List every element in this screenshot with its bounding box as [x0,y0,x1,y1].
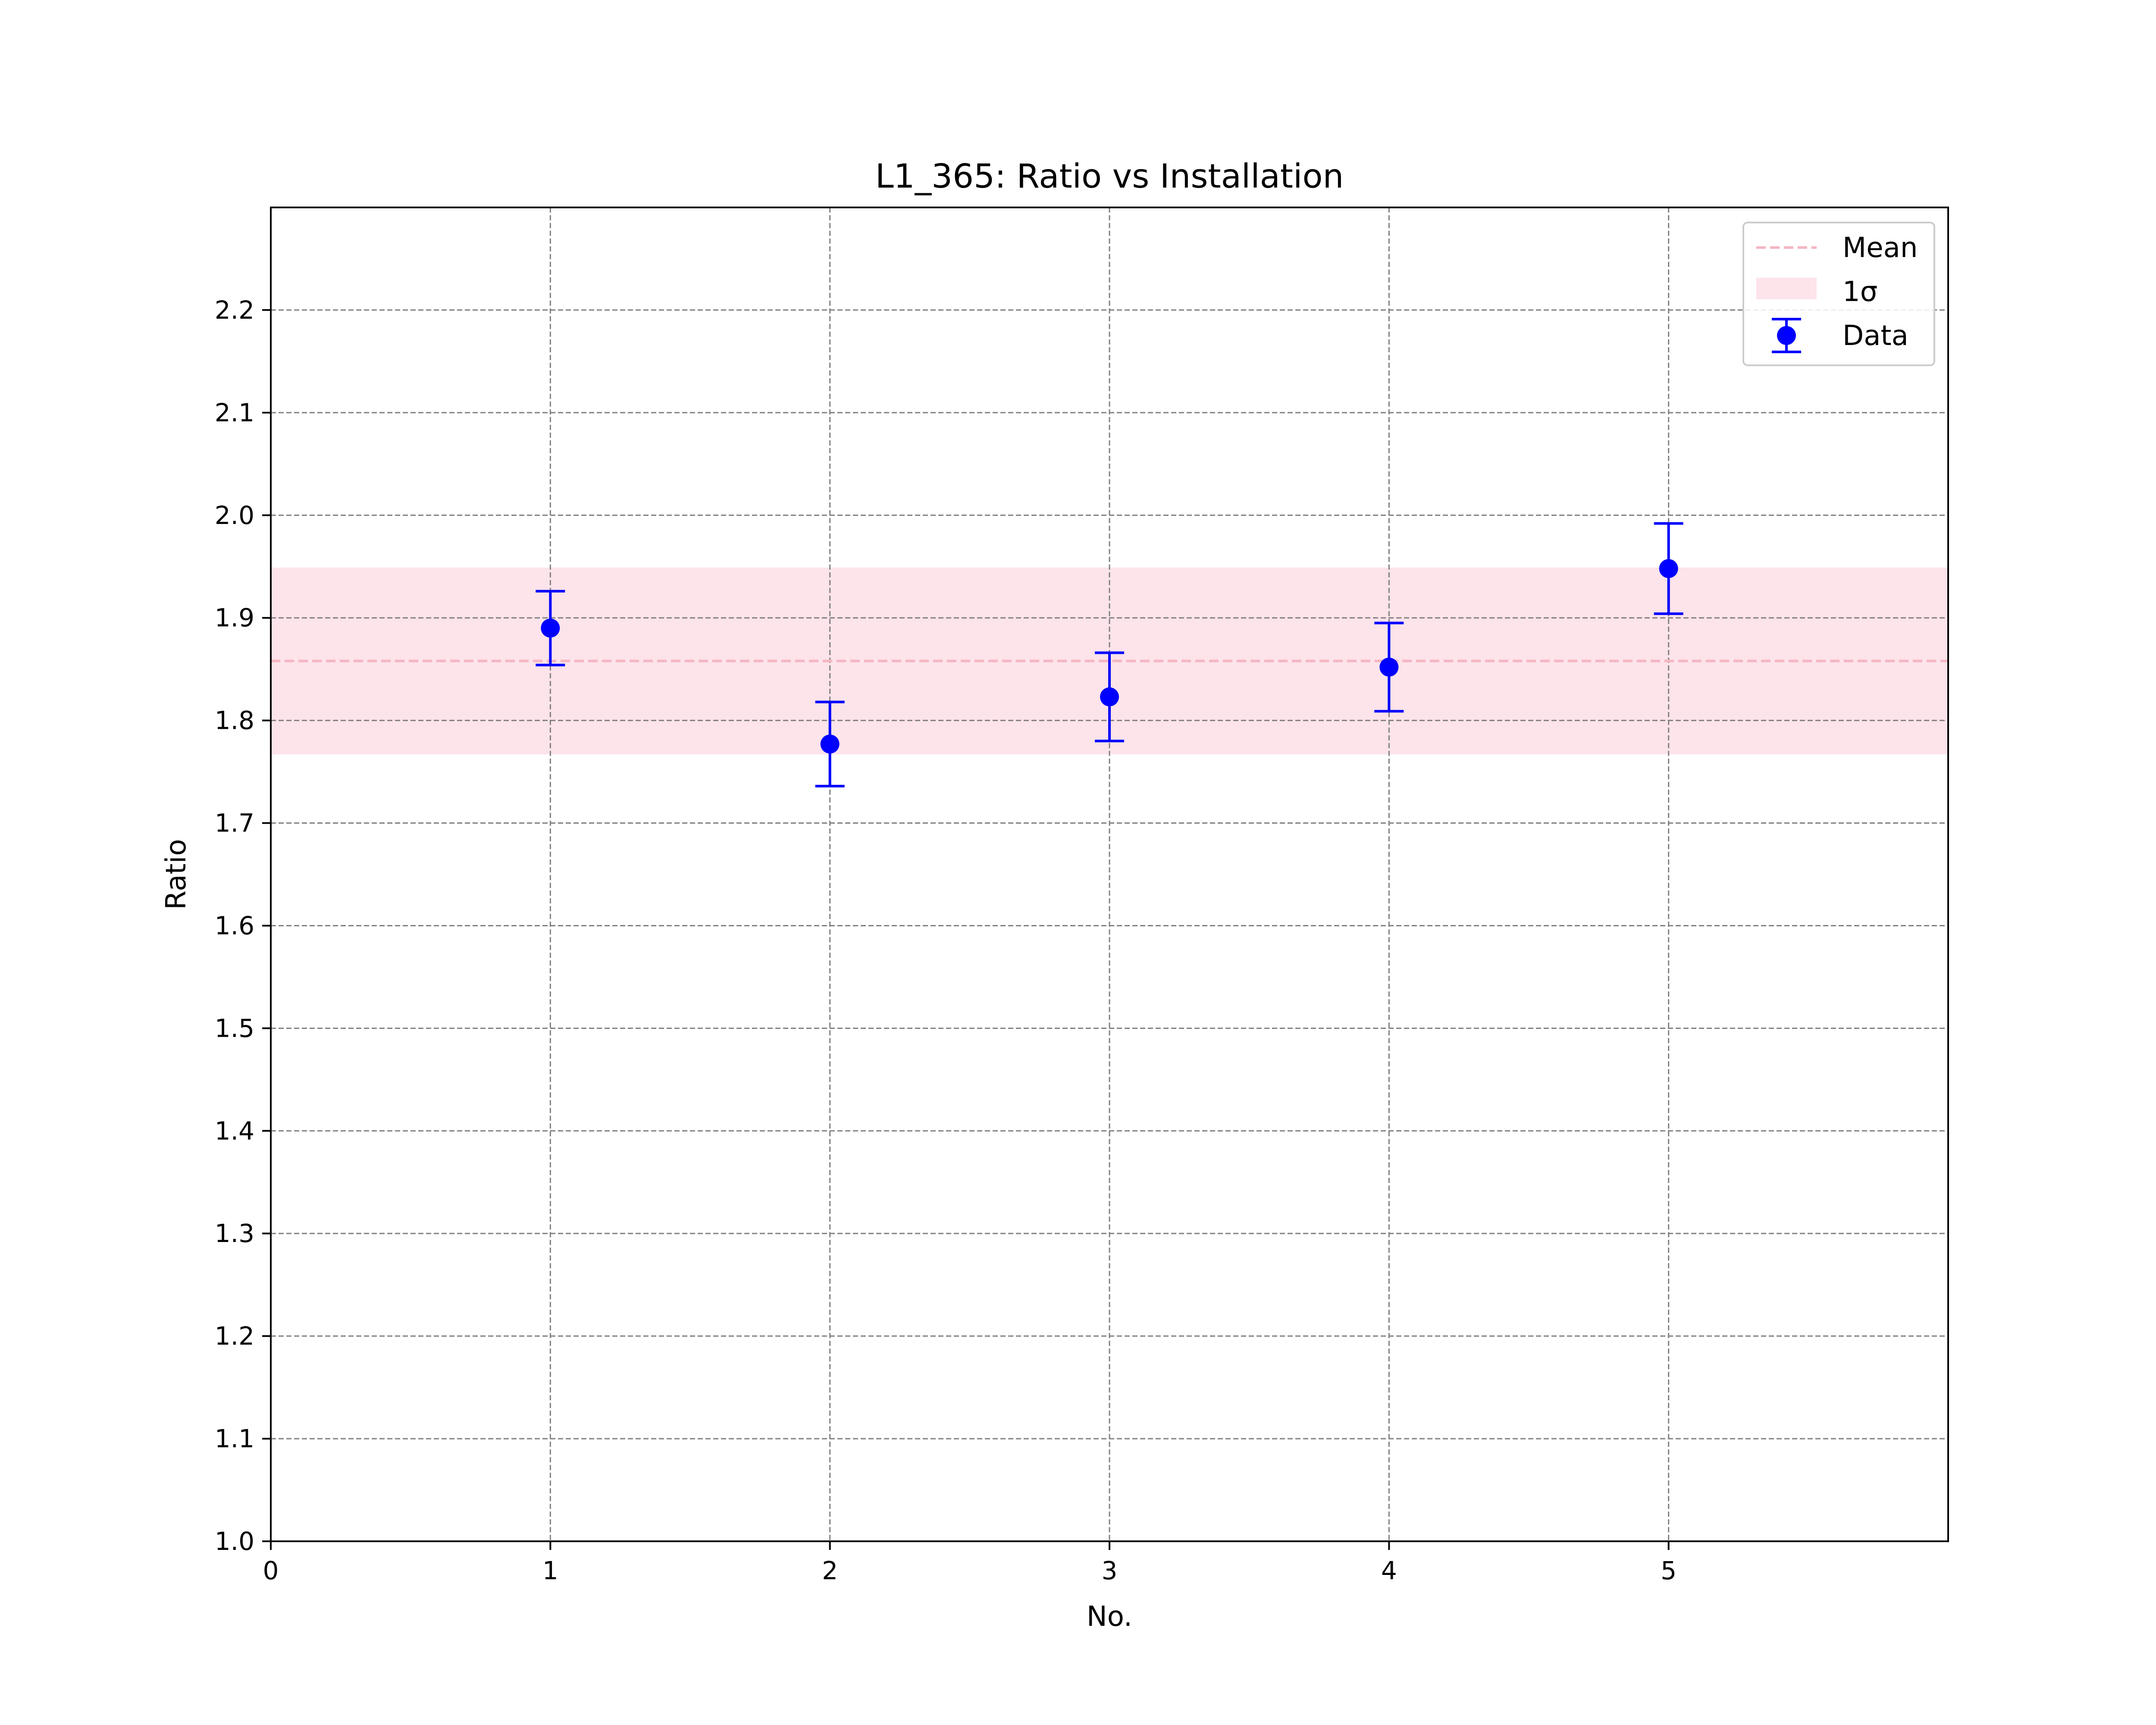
y-tick-label: 1.0 [215,1527,254,1556]
y-tick-label: 2.2 [215,295,254,325]
y-tick-label: 1.7 [215,809,254,838]
chart-title: L1_365: Ratio vs Installation [875,157,1344,196]
x-tick-label: 5 [1661,1556,1677,1585]
data-point-group [536,590,565,667]
y-tick-label: 1.6 [215,911,254,940]
data-point [820,734,840,754]
x-axis-title: No. [1087,1601,1132,1633]
y-tick-label: 2.0 [215,501,254,530]
legend-data-marker [1777,326,1796,345]
ticks-layer: 0 1 2 3 4 5 1.0 1.1 1.2 1.3 1.4 1.5 1.6 1.7 1.8 1.9 2.0 2… [215,295,1677,1585]
y-tick-label: 1.1 [215,1424,254,1453]
legend-band-handle [1756,278,1817,299]
data-point-group [1654,522,1683,615]
y-tick-label: 1.2 [215,1321,254,1351]
legend-mean-label: Mean [1843,232,1918,264]
data-point [1379,657,1399,677]
x-tick-label: 0 [263,1556,279,1585]
y-tick-label: 1.4 [215,1116,254,1145]
y-tick-label: 1.8 [215,706,254,735]
data-layer [536,522,1683,787]
y-tick-label: 1.5 [215,1013,254,1043]
data-point-group [815,700,845,787]
legend-data-label: Data [1843,320,1908,352]
y-tick-label: 2.1 [215,398,254,427]
y-tick-label: 1.3 [215,1219,254,1248]
x-tick-label: 4 [1381,1556,1397,1585]
data-point [1100,687,1119,706]
y-tick-label: 1.9 [215,603,254,633]
x-tick-label: 3 [1102,1556,1118,1585]
legend-band-label: 1σ [1843,276,1877,308]
x-tick-label: 2 [822,1556,838,1585]
data-point [1659,559,1678,578]
x-tick-label: 1 [542,1556,558,1585]
data-point-group [1374,621,1404,713]
data-point [541,618,560,638]
legend: Mean 1σ Data [1742,222,1935,366]
data-point-group [1095,651,1124,743]
y-axis-title: Ratio [160,839,192,910]
